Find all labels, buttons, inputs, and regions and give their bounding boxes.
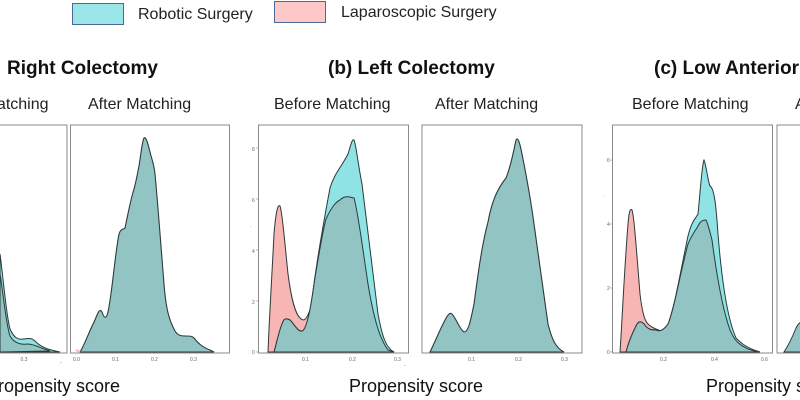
svg-text:0.3: 0.3 [561, 357, 568, 363]
subtitle-right-before: Before Matching [0, 96, 49, 113]
legend-label-robotic: Robotic Surgery [138, 6, 253, 23]
svg-text:0.3: 0.3 [21, 357, 28, 363]
xlabel-low: Propensity s [706, 376, 800, 396]
svg-text:4: 4 [252, 249, 255, 255]
group-title-right-colectomy: Right Colectomy [7, 58, 158, 79]
svg-text:·: · [604, 194, 606, 200]
svg-text:0.2: 0.2 [349, 357, 356, 363]
svg-text:0.6: 0.6 [761, 357, 768, 363]
plot-low-before: 0 2 4 6 · 0.2 0.4 0.6 [604, 124, 773, 363]
svg-text:-: - [60, 360, 62, 366]
svg-text:0.4: 0.4 [711, 357, 718, 363]
legend-swatch-robotic [72, 3, 124, 25]
plot-left-before: 0 2 4 6 8 · 0.1 0.2 0.3 - [250, 124, 409, 369]
svg-text:0.3: 0.3 [394, 357, 401, 363]
plot-low-after [776, 124, 800, 354]
svg-text:0.1: 0.1 [302, 357, 309, 363]
svg-text:6: 6 [607, 158, 610, 164]
svg-text:0.0: 0.0 [73, 357, 80, 363]
svg-text:0.1: 0.1 [468, 357, 475, 363]
svg-text:0.3: 0.3 [190, 357, 197, 363]
svg-text:2: 2 [252, 300, 255, 306]
subtitle-low-after: A [795, 96, 800, 114]
svg-text:0.2: 0.2 [151, 357, 158, 363]
svg-text:0: 0 [252, 350, 255, 356]
xlabel-left: Propensity score [349, 376, 484, 396]
svg-text:0: 0 [607, 350, 610, 356]
legend-label-laparoscopic: Laparoscopic Surgery [341, 4, 497, 21]
subtitle-right-after: After Matching [88, 96, 192, 113]
svg-text:8: 8 [252, 147, 255, 153]
legend-swatch-laparoscopic [274, 1, 326, 23]
subtitle-low-before: Before Matching [632, 96, 749, 113]
plot-left-after: 0.1 0.2 0.3 [421, 124, 583, 363]
xlabel-right: Propensity score [0, 376, 121, 396]
plot-right-before: 0.3 - [0, 124, 68, 366]
subtitle-left-after: After Matching [435, 96, 539, 113]
group-title-low-anterior: (c) Low Anterior [654, 58, 799, 79]
svg-text:0.2: 0.2 [515, 357, 522, 363]
svg-text:0.1: 0.1 [112, 357, 119, 363]
svg-text:2: 2 [607, 286, 610, 292]
svg-text:4: 4 [607, 222, 610, 228]
svg-text:-: - [404, 363, 406, 369]
svg-text:0.2: 0.2 [660, 357, 667, 363]
plot-right-after: 0.0 0.1 0.2 0.3 [70, 124, 230, 363]
svg-text:·: · [250, 224, 252, 230]
subtitle-left-before: Before Matching [274, 96, 391, 113]
svg-text:6: 6 [252, 198, 255, 204]
group-title-left-colectomy: (b) Left Colectomy [328, 58, 495, 79]
